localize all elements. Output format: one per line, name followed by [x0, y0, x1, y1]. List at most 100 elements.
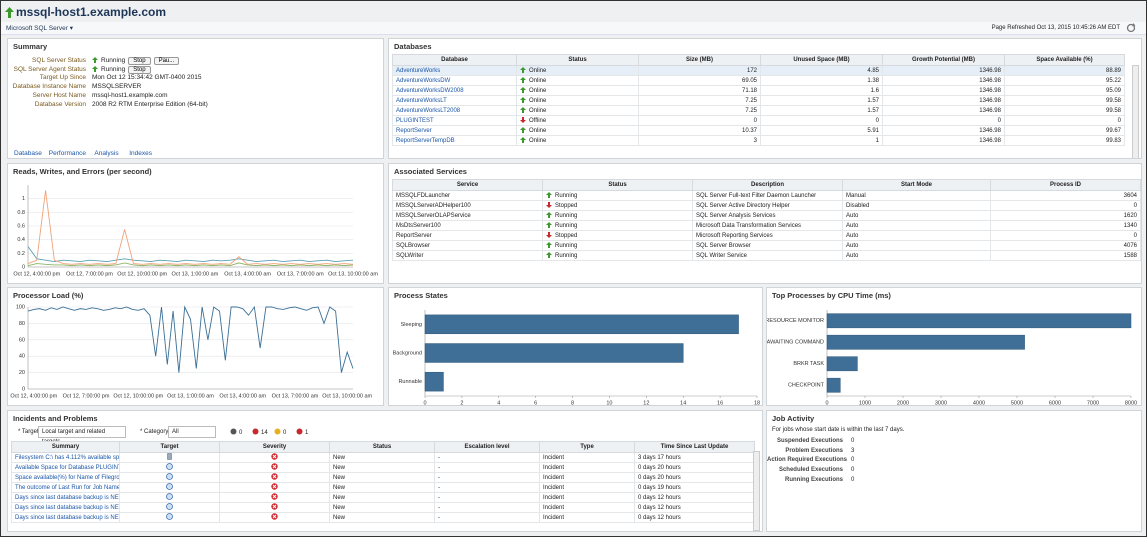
target-menu[interactable]: Microsoft SQL Server ▾ — [6, 25, 73, 32]
x-tick-label: 0 — [423, 400, 426, 406]
bar — [826, 313, 1132, 329]
tab[interactable]: Performance — [48, 150, 87, 157]
incident-link[interactable]: Available Space for Database PLUGINTEST — [15, 464, 119, 471]
table-cell: New — [329, 462, 435, 473]
x-tick-label: 2000 — [897, 400, 909, 406]
severity-icon — [271, 513, 278, 520]
table-cell — [119, 462, 220, 473]
table-cell: AdventureWorksLT2008 — [392, 105, 517, 116]
table-scroll: Database Status Size (MB) Unused Space (MB)… — [392, 54, 1125, 158]
x-tick-label: Oct 12, 10:00:00 pm — [113, 393, 163, 399]
panel-title: Processor Load (%) — [13, 291, 84, 300]
database-link[interactable]: AdventureWorksLT2008 — [396, 107, 461, 114]
table-cell: 1588 — [990, 250, 1141, 261]
arrow — [520, 87, 526, 93]
x-tick-label: 6000 — [1049, 400, 1061, 406]
target-select[interactable]: Local target and related targets — [38, 426, 126, 445]
cell-text: Incident — [543, 504, 565, 511]
incident-link[interactable]: The outcome of Last Run for Job Name Tes… — [15, 484, 120, 491]
table-cell: 4076 — [990, 240, 1141, 251]
incidents-panel: Incidents and Problems * Target Local targ… — [7, 410, 763, 532]
action-button[interactable]: Pau... — [153, 57, 180, 65]
database-link[interactable]: AdventureWorksLT — [396, 97, 447, 104]
action-button[interactable]: Stop — [128, 65, 151, 74]
table-cell — [219, 472, 330, 483]
tab[interactable]: Database — [14, 150, 42, 157]
y-tick-label: 80 — [19, 321, 25, 327]
x-tick-label: 6 — [534, 400, 537, 406]
cell-text: SQLBrowser — [396, 242, 431, 249]
table: Summary Target Severity Status Escalation le… — [11, 441, 755, 523]
up-icon — [546, 192, 552, 198]
table-cell: New — [329, 492, 435, 503]
table-cell: Disabled — [842, 200, 991, 211]
summary-panel: Summary SQL Server Status Running Stop Pau..… — [7, 38, 384, 159]
table-cell: MSSQLFDLauncher — [392, 190, 543, 201]
incident-link[interactable]: Filesystem C:\ has 4.112% available spac… — [15, 454, 120, 461]
cell-text: 1.38 — [867, 77, 879, 84]
refresh-button[interactable] — [1126, 23, 1136, 33]
cell-text: 0 — [997, 117, 1001, 124]
tab[interactable]: Analysis — [94, 150, 119, 157]
cell-text: 10.37 — [741, 127, 757, 134]
cell-text: 3 days 17 hours — [638, 454, 681, 461]
database-link[interactable]: PLUGINTEST — [396, 117, 434, 124]
table-cell: Filesystem C:\ has 4.112% available spac… — [11, 452, 120, 463]
column-header: Size (MB) — [638, 54, 761, 66]
table-cell: Auto — [842, 250, 991, 261]
x-tick-label: Oct 13, 7:00:00 am — [272, 393, 319, 399]
incident-link[interactable]: Days since last database backup is NEVER — [15, 494, 120, 501]
table-cell — [219, 502, 330, 513]
target-menu-label[interactable]: Microsoft SQL Server — [6, 25, 68, 32]
database-link[interactable]: AdventureWorksDW — [396, 77, 451, 84]
table-cell — [219, 462, 330, 473]
cell-text: 7.25 — [745, 97, 757, 104]
table-cell: 0 days 12 hours — [634, 512, 755, 523]
tab[interactable]: Indexes — [129, 150, 152, 157]
incident-link[interactable]: Days since last database backup is NEVER — [15, 514, 120, 521]
table-cell: Auto — [842, 230, 991, 241]
table-cell: 0 — [760, 115, 883, 126]
up-icon — [520, 127, 526, 133]
table-cell: Microsoft Reporting Services — [692, 230, 843, 241]
incident-link[interactable]: Days since last database backup is NEVER — [15, 504, 120, 511]
header-row: Service Status Description Start Mode Proces… — [392, 179, 1141, 191]
table-cell: 99.58 — [1004, 95, 1125, 106]
table-cell: ReportServer — [392, 230, 543, 241]
table-cell: 10.37 — [638, 125, 761, 136]
table-cell: ReportServerTempDB — [392, 135, 517, 146]
column-header: Status — [329, 441, 435, 453]
table-cell: 99.67 — [1004, 125, 1125, 136]
cell-text: Running — [555, 253, 578, 259]
y-tick-label: 20 — [19, 370, 25, 376]
incident-link[interactable]: Space available(%) for Name of Filegroup — [15, 474, 120, 481]
database-link[interactable]: ReportServerTempDB — [396, 137, 455, 144]
table-cell: 1.38 — [760, 75, 883, 86]
job-value: 0 — [851, 476, 855, 483]
arrow — [92, 57, 98, 63]
icon-shape — [272, 484, 277, 489]
arrow — [520, 117, 526, 123]
table-cell: 0 days 12 hours — [634, 492, 755, 503]
database-link[interactable]: AdventureWorksDW2008 — [396, 87, 464, 94]
database-link[interactable]: ReportServer — [396, 127, 432, 134]
arrow — [546, 232, 552, 238]
action-button[interactable]: Stop — [128, 57, 151, 65]
category-select[interactable]: All — [168, 426, 216, 438]
table-cell: Auto — [842, 240, 991, 251]
cell-text: New — [333, 464, 346, 471]
job-row: Suspended Executions 0 — [767, 438, 854, 444]
icon-shape — [252, 428, 259, 435]
database-link[interactable]: AdventureWorks — [396, 67, 441, 74]
cell-text: Incident — [543, 464, 565, 471]
table-cell: 1.57 — [760, 95, 883, 106]
table-cell: 1346.98 — [882, 95, 1005, 106]
count-badge: 0 — [274, 428, 286, 436]
reads-panel: Reads, Writes, and Errors (per second) 0 0… — [7, 163, 384, 284]
arrow — [92, 65, 98, 72]
y-tick-label: 0 — [22, 386, 25, 392]
summary-row: Target Up Since Mon Oct 12 15:34:42 GMT-0… — [8, 74, 378, 82]
table-cell: 95.09 — [1004, 85, 1125, 96]
bar — [826, 356, 858, 372]
table-row: Available Space for Database PLUGINTEST N… — [11, 462, 755, 473]
